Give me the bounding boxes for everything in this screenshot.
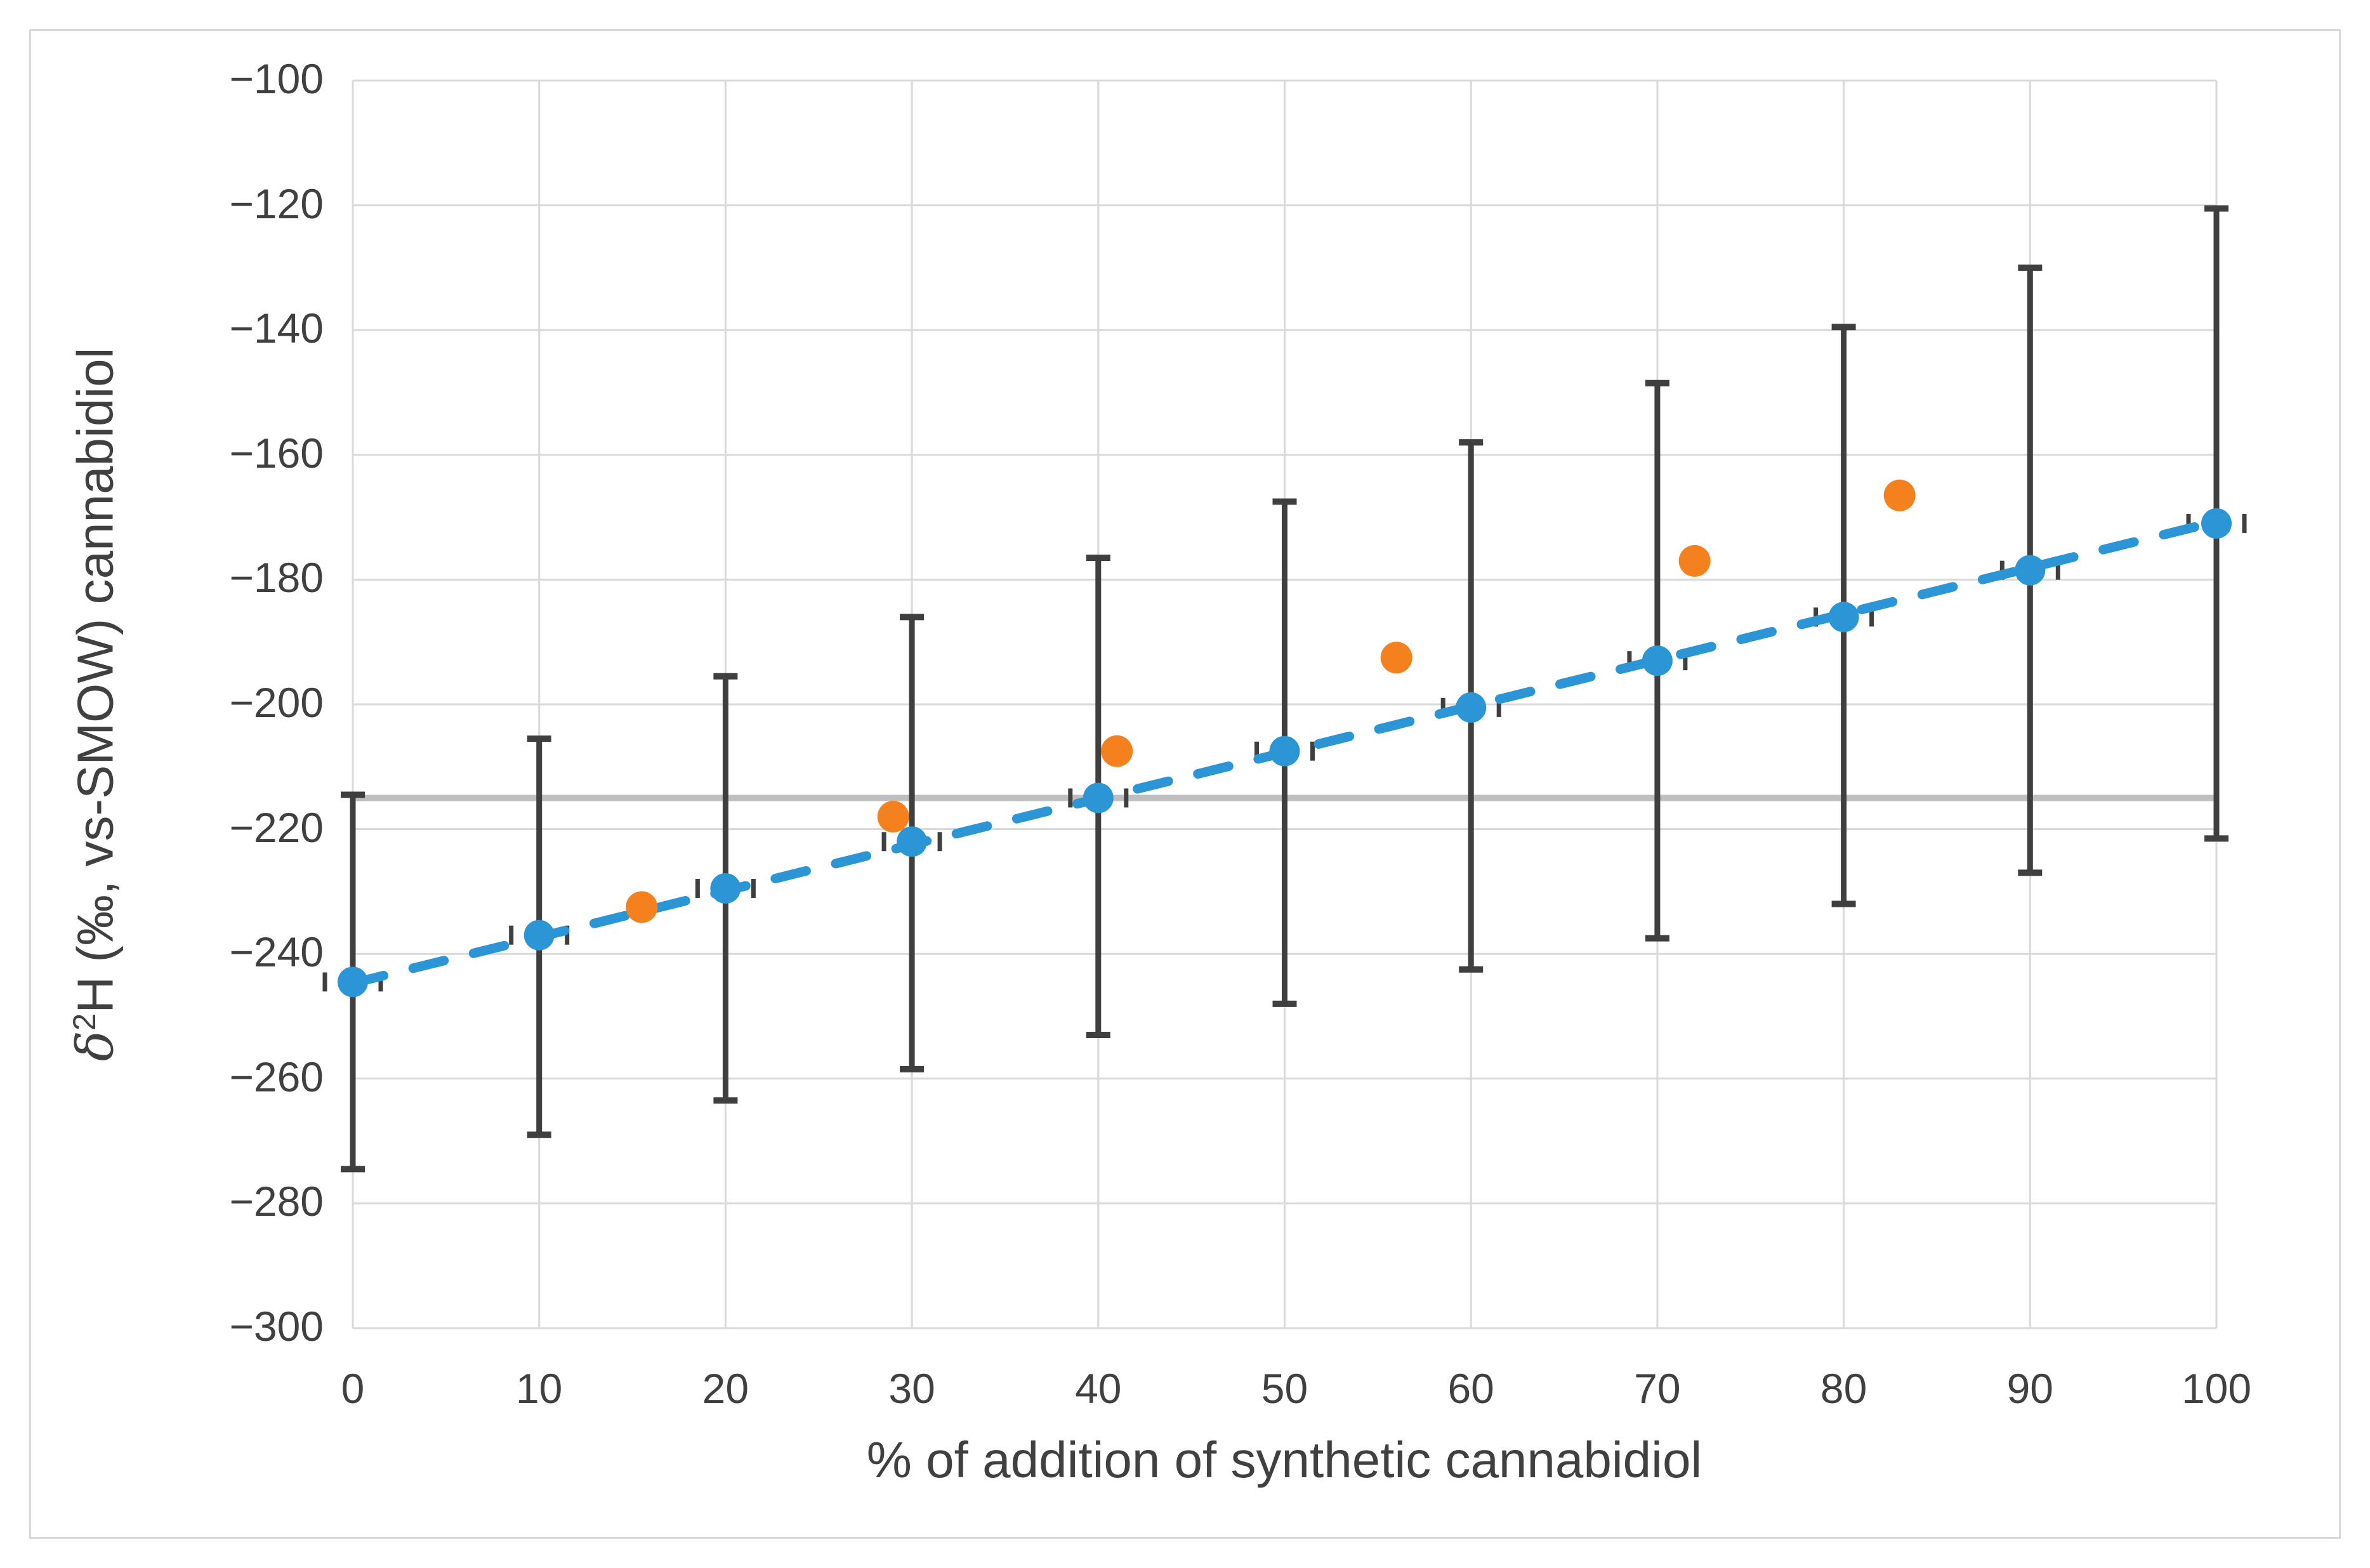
x-tick-label: 20: [702, 1365, 749, 1412]
blue-marker: [1642, 645, 1673, 676]
y-axis-title-superscript: 2: [66, 1013, 102, 1031]
chart-canvas: [322, 79, 2247, 1329]
x-tick-label: 10: [515, 1365, 563, 1412]
orange-marker: [1883, 479, 1916, 511]
y-axis-title-rest: H (‰, vs-SMOW) cannabidiol: [67, 347, 124, 1013]
y-tick-label: −140: [229, 305, 324, 352]
y-tick-label: −260: [229, 1053, 324, 1100]
blue-marker: [338, 966, 368, 998]
x-axis-title: % of addition of synthetic cannabidiol: [866, 1432, 1702, 1488]
y-axis-title: δ2H (‰, vs-SMOW) cannabidiol: [66, 348, 125, 1062]
blue-marker: [2015, 555, 2046, 586]
blue-marker: [523, 919, 555, 951]
orange-marker: [1101, 735, 1133, 767]
x-tick-label: 60: [1447, 1365, 1494, 1412]
blue-marker: [2201, 508, 2232, 539]
blue-marker: [1828, 602, 1859, 633]
x-tick-label: 50: [1261, 1365, 1308, 1412]
blue-marker: [1269, 735, 1300, 767]
orange-marker: [877, 800, 909, 833]
blue-marker: [1083, 782, 1114, 814]
y-tick-label: −300: [229, 1302, 324, 1350]
y-tick-label: −100: [229, 55, 324, 102]
x-tick-label: 40: [1075, 1365, 1122, 1412]
x-tick-label: 90: [2006, 1365, 2054, 1412]
y-axis-title-delta: δ: [65, 1031, 125, 1062]
y-tick-label: −180: [229, 554, 324, 602]
orange-marker: [626, 891, 658, 923]
y-tick-label: −240: [229, 928, 324, 976]
y-tick-label: −280: [229, 1178, 324, 1225]
y-tick-label: −220: [229, 803, 324, 851]
blue-marker: [1456, 692, 1487, 723]
y-tick-label: −200: [229, 678, 324, 726]
y-tick-label: −160: [229, 429, 324, 477]
figure-frame: [29, 29, 2341, 1539]
x-tick-label: 80: [1820, 1365, 1867, 1412]
orange-marker: [1678, 544, 1711, 577]
x-tick-label: 0: [341, 1365, 365, 1412]
x-tick-label: 30: [888, 1365, 935, 1412]
orange-marker: [1380, 642, 1412, 674]
x-tick-label: 100: [2181, 1365, 2252, 1412]
y-tick-label: −120: [229, 180, 324, 227]
x-tick-label: 70: [1634, 1365, 1681, 1412]
blue-marker: [710, 873, 741, 904]
blue-marker: [897, 826, 928, 857]
